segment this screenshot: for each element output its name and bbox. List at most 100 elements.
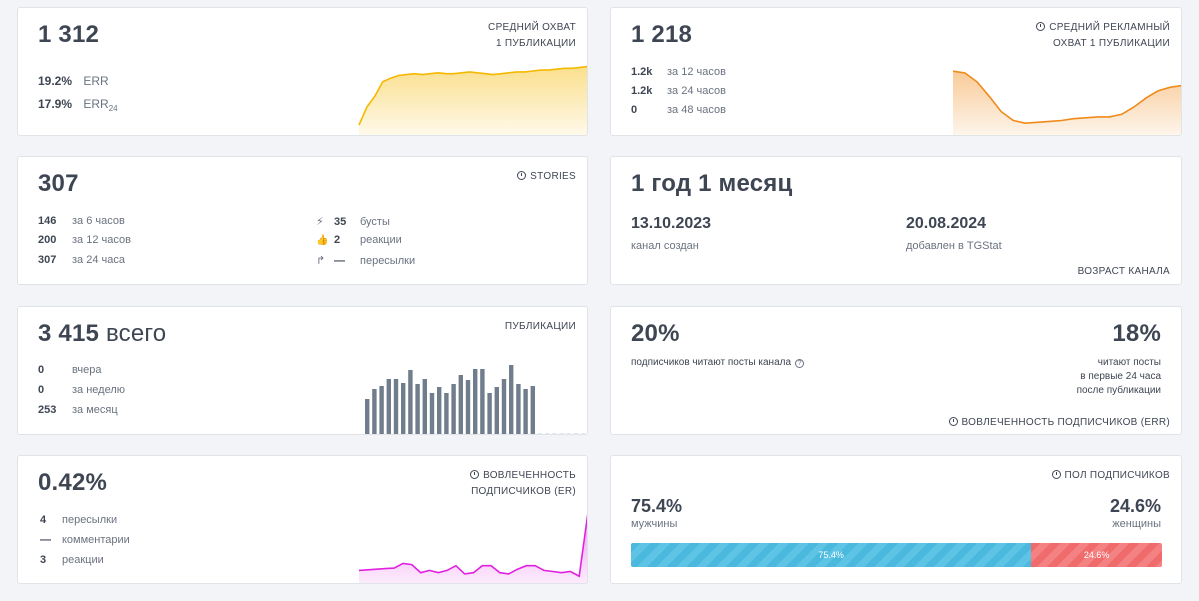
info-icon[interactable] <box>948 417 958 426</box>
stories-value: 307 <box>38 170 79 197</box>
info-icon[interactable] <box>517 171 527 180</box>
publication-bar[interactable] <box>444 393 449 435</box>
publication-bar[interactable] <box>494 387 499 435</box>
publication-bar[interactable] <box>401 383 406 435</box>
ad-reach-value: 1 218 <box>631 21 693 48</box>
female-bar-segment: 24.6% <box>1031 543 1162 567</box>
added-date: 20.08.2024 <box>906 215 987 232</box>
ad-reach-card: 1 218 СРЕДНИЙ РЕКЛАМНЫЙ ОХВАТ 1 ПУБЛИКАЦ… <box>610 7 1182 136</box>
publication-bar-empty[interactable] <box>545 433 550 436</box>
publication-bar[interactable] <box>480 369 485 435</box>
er-row: — комментарии <box>40 534 130 546</box>
publication-bar[interactable] <box>473 369 478 435</box>
er-series-line <box>358 513 587 578</box>
publication-bar-empty[interactable] <box>581 433 586 436</box>
publication-bar[interactable] <box>523 389 528 435</box>
err-left-label: подписчиков читают посты канала? <box>631 357 805 368</box>
publication-bar[interactable] <box>422 379 427 435</box>
publication-bar[interactable] <box>372 389 377 435</box>
publications-row: 0 вчера <box>38 364 102 376</box>
female-label: женщины <box>1112 518 1161 530</box>
ad-series-line <box>952 70 1181 125</box>
publication-bar-empty[interactable] <box>537 433 543 436</box>
publication-bar[interactable] <box>451 384 456 435</box>
publication-bar[interactable] <box>458 375 463 435</box>
ad-series-area <box>953 71 1181 135</box>
ad-reach-row: 0 за 48 часов <box>631 104 726 116</box>
forwards-row: ↱ — пересылки <box>316 255 416 267</box>
publication-bar[interactable] <box>516 384 521 435</box>
ad-reach-label: СРЕДНИЙ РЕКЛАМНЫЙ ОХВАТ 1 ПУБЛИКАЦИИ <box>1036 20 1170 52</box>
publication-bar[interactable] <box>393 379 399 435</box>
boosts-row: ⚡ 35 бусты <box>316 216 390 228</box>
publication-bar[interactable] <box>530 386 535 435</box>
publication-bar[interactable] <box>501 379 507 435</box>
publications-bar-chart <box>365 365 586 436</box>
publication-bar[interactable] <box>415 384 420 435</box>
stories-row: 146 за 6 часов <box>38 215 125 227</box>
thumbs-up-icon: 👍 <box>316 235 329 246</box>
publication-bar-empty[interactable] <box>566 433 571 436</box>
male-bar-segment: 75.4% <box>631 543 1032 567</box>
ad-reach-row: 1.2k за 24 часов <box>631 85 726 97</box>
channel-age-value: 1 год 1 месяц <box>631 170 793 197</box>
publications-row: 0 за неделю <box>38 384 126 396</box>
publication-bar[interactable] <box>429 393 435 435</box>
reach-series-line <box>358 65 587 126</box>
err-section-label: ВОВЛЕЧЕННОСТЬ ПОДПИСЧИКОВ (ERR) <box>948 415 1170 431</box>
publication-bar-empty[interactable] <box>552 433 557 436</box>
publications-value: 3 415 всего <box>38 320 167 347</box>
created-label: канал создан <box>631 240 699 252</box>
reactions-row: 👍 2 реакции <box>316 234 402 246</box>
reach-series-area <box>359 66 587 135</box>
er-row: 4 пересылки <box>40 514 118 526</box>
publication-bar-empty[interactable] <box>573 433 579 436</box>
gender-card: ПОЛ ПОДПИСЧИКОВ 75.4% мужчины 24.6% женщ… <box>610 455 1182 584</box>
male-label: мужчины <box>631 518 678 530</box>
question-icon[interactable]: ? <box>795 359 805 368</box>
er-label: ВОВЛЕЧЕННОСТЬ ПОДПИСЧИКОВ (ER) <box>470 470 576 497</box>
reach-sparkline <box>358 65 587 135</box>
stories-row: 200 за 12 часов <box>38 234 131 246</box>
channel-age-label: ВОЗРАСТ КАНАЛА <box>1077 266 1170 277</box>
publication-bar[interactable] <box>465 380 471 435</box>
publication-bar[interactable] <box>386 379 391 435</box>
info-icon[interactable] <box>1036 22 1046 31</box>
reach-value: 1 312 <box>38 21 100 48</box>
publication-bar[interactable] <box>365 399 370 435</box>
info-icon[interactable] <box>1051 470 1061 479</box>
er-series-area <box>359 519 587 583</box>
err-row: 19.2% ERR <box>38 74 109 88</box>
er-card: 0.42% ВОВЛЕЧЕННОСТЬ ПОДПИСЧИКОВ (ER) 4 пе… <box>17 455 588 584</box>
publications-card: 3 415 всего ПУБЛИКАЦИИ 0 вчера 0 за неделю… <box>17 306 588 435</box>
gender-bar: 75.4% 24.6% <box>631 543 1162 567</box>
female-value: 24.6% <box>1109 496 1161 516</box>
publication-bar[interactable] <box>437 387 442 435</box>
err-right-label: читают посты в первые 24 часа после публ… <box>1076 357 1161 396</box>
created-date: 13.10.2023 <box>631 215 712 232</box>
publication-bar[interactable] <box>487 393 492 435</box>
reach-card: 1 312 СРЕДНИЙ ОХВАТ 1 ПУБЛИКАЦИИ 19.2% E… <box>17 7 588 136</box>
channel-age-card: 1 год 1 месяц 13.10.2023 канал создан 20… <box>610 156 1182 285</box>
er-sparkline <box>358 513 587 583</box>
reach-label: СРЕДНИЙ ОХВАТ 1 ПУБЛИКАЦИИ <box>488 22 576 49</box>
publication-bar[interactable] <box>408 370 413 435</box>
stories-label: STORIES <box>517 169 576 185</box>
ad-reach-row: 1.2k за 12 часов <box>631 66 726 78</box>
publications-label: ПУБЛИКАЦИИ <box>504 321 576 332</box>
err-percent-card: 20% подписчиков читают посты канала? 18%… <box>610 306 1182 435</box>
err24-row: 17.9% ERR24 <box>38 97 118 113</box>
ad-reach-sparkline <box>952 70 1181 135</box>
publications-row: 253 за месяц <box>38 404 118 416</box>
stories-card: 307 STORIES 146 за 6 часов 200 за 12 часов… <box>17 156 588 285</box>
stories-row: 307 за 24 часа <box>38 254 125 266</box>
publication-bar[interactable] <box>509 365 514 435</box>
info-icon[interactable] <box>470 470 480 479</box>
er-value: 0.42% <box>38 469 108 496</box>
publication-bar[interactable] <box>379 386 384 435</box>
gender-label: ПОЛ ПОДПИСЧИКОВ <box>1051 468 1171 484</box>
publication-bar-empty[interactable] <box>559 433 564 436</box>
lightning-icon: ⚡ <box>316 216 324 228</box>
er-row: 3 реакции <box>40 554 104 566</box>
forward-icon: ↱ <box>316 255 326 267</box>
